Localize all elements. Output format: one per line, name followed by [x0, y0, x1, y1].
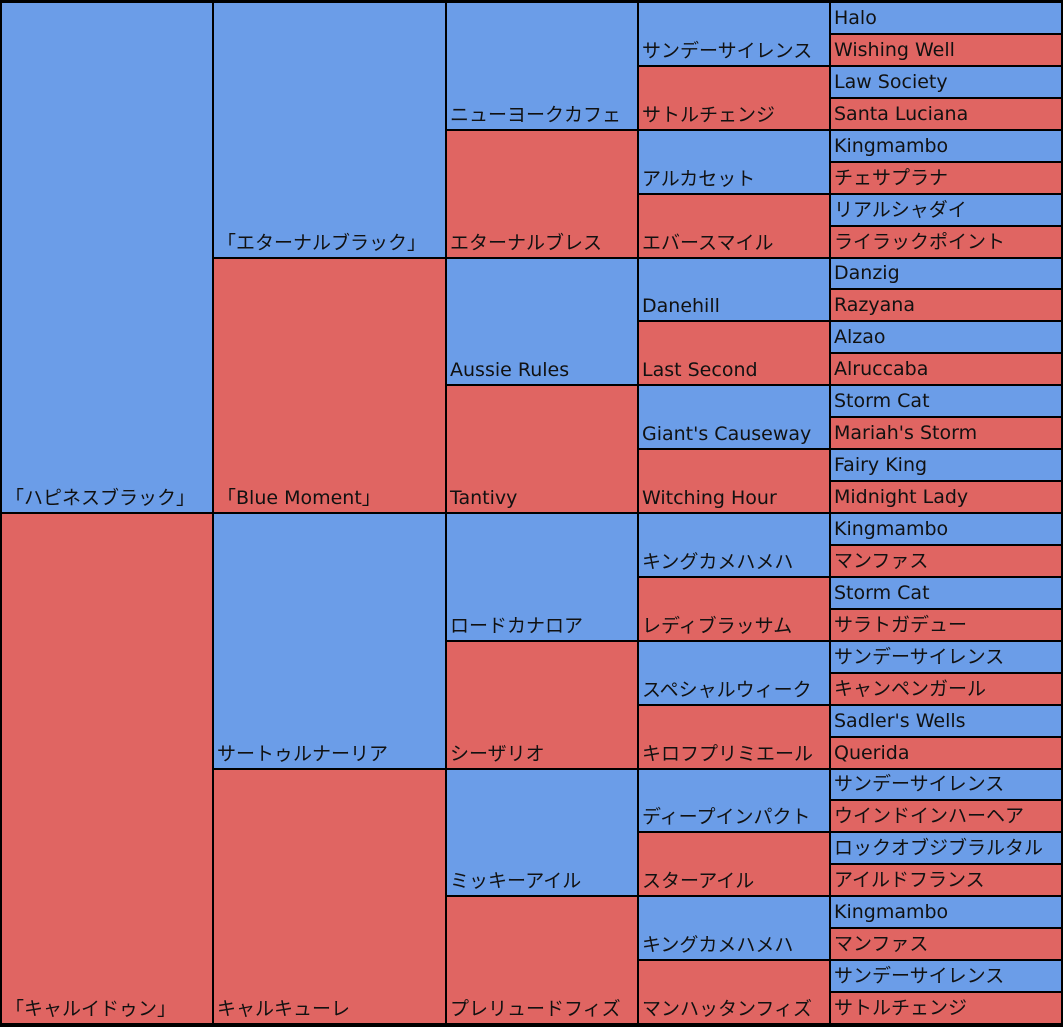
- pedigree-cell-gen5-32: サトルチェンジ: [831, 993, 1061, 1023]
- pedigree-cell-gen4-10: レディブラッサム: [639, 578, 829, 640]
- pedigree-cell-gen4-6: Last Second: [639, 322, 829, 384]
- pedigree-cell-gen5-1: Halo: [831, 3, 1061, 33]
- pedigree-cell-gen3-1: ニューヨークカフェ: [447, 3, 637, 129]
- pedigree-cell-gen4-1: サンデーサイレンス: [639, 3, 829, 65]
- pedigree-cell-gen5-17: Kingmambo: [831, 514, 1061, 544]
- pedigree-cell-gen5-19: Storm Cat: [831, 578, 1061, 608]
- pedigree-cell-gen4-4: エバースマイル: [639, 195, 829, 257]
- pedigree-cell-gen5-5: Kingmambo: [831, 131, 1061, 161]
- pedigree-cell-gen2-1: 「エターナルブラック」: [214, 3, 445, 257]
- pedigree-cell-gen5-2: Wishing Well: [831, 35, 1061, 65]
- pedigree-cell-gen5-25: サンデーサイレンス: [831, 770, 1061, 799]
- pedigree-cell-gen5-24: Querida: [831, 738, 1061, 768]
- pedigree-cell-gen5-31: サンデーサイレンス: [831, 961, 1061, 991]
- pedigree-cell-gen5-9: Danzig: [831, 259, 1061, 288]
- pedigree-cell-gen4-9: キングカメハメハ: [639, 514, 829, 576]
- pedigree-cell-gen5-8: ライラックポイント: [831, 227, 1061, 257]
- pedigree-cell-gen5-30: マンファス: [831, 929, 1061, 959]
- pedigree-cell-gen5-12: Alruccaba: [831, 354, 1061, 384]
- pedigree-cell-gen4-14: スターアイル: [639, 833, 829, 895]
- pedigree-cell-gen3-3: Aussie Rules: [447, 259, 637, 384]
- pedigree-cell-gen5-6: チェサプラナ: [831, 163, 1061, 193]
- pedigree-cell-gen5-29: Kingmambo: [831, 897, 1061, 927]
- pedigree-cell-gen5-26: ウインドインハーヘア: [831, 801, 1061, 831]
- pedigree-cell-gen3-4: Tantivy: [447, 386, 637, 512]
- pedigree-cell-gen3-8: プレリュードフィズ: [447, 897, 637, 1023]
- pedigree-cell-gen5-22: キャンペンガール: [831, 674, 1061, 704]
- pedigree-cell-gen3-7: ミッキーアイル: [447, 770, 637, 895]
- pedigree-cell-gen2-4: キャルキューレ: [214, 770, 445, 1023]
- pedigree-cell-gen5-4: Santa Luciana: [831, 99, 1061, 129]
- pedigree-cell-gen5-11: Alzao: [831, 322, 1061, 352]
- pedigree-cell-gen5-18: マンファス: [831, 546, 1061, 576]
- pedigree-cell-gen5-10: Razyana: [831, 290, 1061, 320]
- pedigree-cell-gen4-3: アルカセット: [639, 131, 829, 193]
- pedigree-cell-gen4-2: サトルチェンジ: [639, 67, 829, 129]
- pedigree-cell-gen4-15: キングカメハメハ: [639, 897, 829, 959]
- pedigree-cell-gen1-2: 「キャルイドゥン」: [2, 514, 212, 1023]
- pedigree-cell-gen5-23: Sadler's Wells: [831, 706, 1061, 736]
- pedigree-cell-gen4-7: Giant's Causeway: [639, 386, 829, 448]
- pedigree-cell-gen3-5: ロードカナロア: [447, 514, 637, 640]
- pedigree-cell-gen5-15: Fairy King: [831, 450, 1061, 480]
- pedigree-cell-gen5-20: サラトガデュー: [831, 610, 1061, 640]
- pedigree-cell-gen5-7: リアルシャダイ: [831, 195, 1061, 225]
- pedigree-cell-gen4-11: スペシャルウィーク: [639, 642, 829, 704]
- pedigree-cell-gen5-21: サンデーサイレンス: [831, 642, 1061, 672]
- pedigree-cell-gen4-5: Danehill: [639, 259, 829, 320]
- pedigree-cell-gen2-3: サートゥルナーリア: [214, 514, 445, 768]
- pedigree-cell-gen2-2: 「Blue Moment」: [214, 259, 445, 512]
- pedigree-cell-gen3-2: エターナルブレス: [447, 131, 637, 257]
- pedigree-cell-gen5-14: Mariah's Storm: [831, 418, 1061, 448]
- pedigree-cell-gen3-6: シーザリオ: [447, 642, 637, 768]
- pedigree-cell-gen5-16: Midnight Lady: [831, 482, 1061, 512]
- pedigree-cell-gen5-27: ロックオブジブラルタル: [831, 833, 1061, 863]
- pedigree-cell-gen5-28: アイルドフランス: [831, 865, 1061, 895]
- pedigree-cell-gen4-12: キロフプリミエール: [639, 706, 829, 768]
- pedigree-cell-gen4-13: ディープインパクト: [639, 770, 829, 831]
- pedigree-cell-gen5-3: Law Society: [831, 67, 1061, 97]
- pedigree-cell-gen4-8: Witching Hour: [639, 450, 829, 512]
- pedigree-cell-gen5-13: Storm Cat: [831, 386, 1061, 416]
- pedigree-cell-gen4-16: マンハッタンフィズ: [639, 961, 829, 1023]
- pedigree-cell-gen1-1: 「ハピネスブラック」: [2, 3, 212, 512]
